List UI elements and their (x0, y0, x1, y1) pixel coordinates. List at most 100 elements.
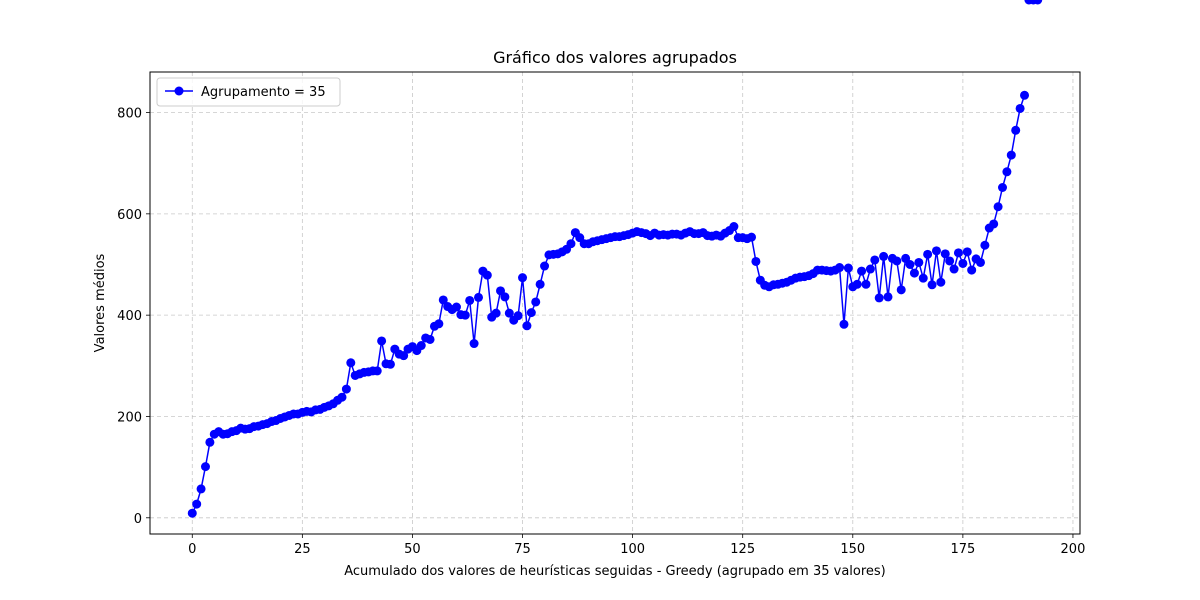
data-point (200, 462, 210, 472)
data-point (989, 219, 999, 229)
data-point (852, 279, 862, 289)
data-point (892, 256, 902, 266)
data-point (522, 321, 532, 331)
legend-label: Agrupamento = 35 (201, 85, 326, 100)
data-point (491, 308, 501, 318)
series-line (191, 95, 1026, 514)
y-tick-label: 0 (134, 512, 142, 527)
data-point (865, 264, 875, 274)
x-tick-label: 50 (404, 542, 421, 557)
chart-title: Gráfico dos valores agrupados (493, 48, 737, 67)
y-tick-label: 600 (117, 208, 142, 223)
data-point (385, 359, 395, 369)
data-point (835, 263, 845, 273)
x-tick-label: 25 (294, 542, 311, 557)
data-point (839, 319, 849, 329)
data-point (896, 285, 906, 295)
data-point (465, 295, 475, 305)
x-tick-label: 75 (514, 542, 531, 557)
data-point (945, 256, 955, 266)
data-point (958, 258, 968, 268)
data-point (870, 255, 880, 265)
data-point (460, 310, 470, 320)
data-point (967, 265, 977, 275)
x-tick-label: 175 (950, 542, 975, 557)
data-point (980, 240, 990, 250)
data-point (341, 384, 351, 394)
data-point (953, 248, 963, 258)
data-point (923, 249, 933, 259)
data-point (857, 266, 867, 276)
data-point (1020, 90, 1030, 100)
data-point (196, 484, 206, 494)
data-point (531, 297, 541, 307)
x-tick-label: 150 (840, 542, 865, 557)
data-point (377, 336, 387, 346)
data-point (918, 273, 928, 283)
data-point (482, 270, 492, 280)
data-point (905, 260, 915, 269)
x-tick-label: 0 (188, 542, 196, 557)
y-axis-label: Valores médios (93, 253, 108, 352)
data-point (451, 302, 461, 312)
data-point (192, 499, 202, 509)
data-point (469, 339, 479, 349)
data-point (438, 295, 448, 305)
data-point (1015, 103, 1025, 113)
data-point (500, 292, 510, 302)
data-point (993, 202, 1003, 212)
data-point (399, 351, 409, 361)
data-point (936, 277, 946, 287)
data-point (975, 257, 985, 267)
grid-lines (150, 72, 1080, 534)
data-point (909, 268, 919, 278)
x-axis-label: Acumulado dos valores de heurísticas seg… (344, 564, 886, 579)
data-point (205, 437, 215, 447)
data-point (883, 292, 893, 302)
data-point (874, 293, 884, 303)
data-point (372, 366, 382, 376)
data-point (1011, 125, 1021, 135)
data-point (751, 256, 761, 266)
data-point (747, 232, 757, 242)
data-point (927, 280, 937, 290)
y-tick-label: 200 (117, 410, 142, 425)
data-point (540, 261, 550, 271)
data-series (187, 0, 1043, 518)
data-point (187, 508, 197, 518)
data-point (940, 249, 950, 259)
data-point (861, 279, 871, 289)
data-point (337, 392, 347, 402)
data-point (1002, 167, 1012, 177)
data-point (504, 308, 514, 318)
data-point (535, 279, 545, 289)
legend-point-marker (174, 86, 184, 96)
legend-box (156, 77, 341, 107)
axis-ticks: 0 25 50 75 100 125 150 175 200 0 200 400 600 800 (117, 107, 1085, 557)
data-point (729, 222, 739, 232)
data-point (879, 251, 889, 261)
data-point (526, 308, 536, 318)
x-tick-label: 100 (620, 542, 645, 557)
data-point (346, 358, 356, 368)
data-point (931, 246, 941, 256)
y-tick-label: 400 (117, 309, 142, 324)
data-point (1006, 150, 1016, 160)
y-tick-label: 800 (117, 107, 142, 122)
data-point (416, 341, 426, 351)
data-point (566, 239, 576, 249)
plot-frame (149, 71, 1081, 535)
data-point (998, 183, 1007, 192)
data-point (914, 257, 924, 267)
data-point (425, 334, 435, 344)
data-point (518, 273, 528, 283)
data-point (473, 292, 483, 302)
data-point (1033, 0, 1043, 5)
x-tick-label: 200 (1061, 542, 1086, 557)
data-point (949, 264, 959, 274)
data-point (513, 311, 523, 321)
data-point (843, 263, 853, 273)
x-tick-label: 125 (730, 542, 755, 557)
legend: Agrupamento = 35 (156, 77, 341, 107)
